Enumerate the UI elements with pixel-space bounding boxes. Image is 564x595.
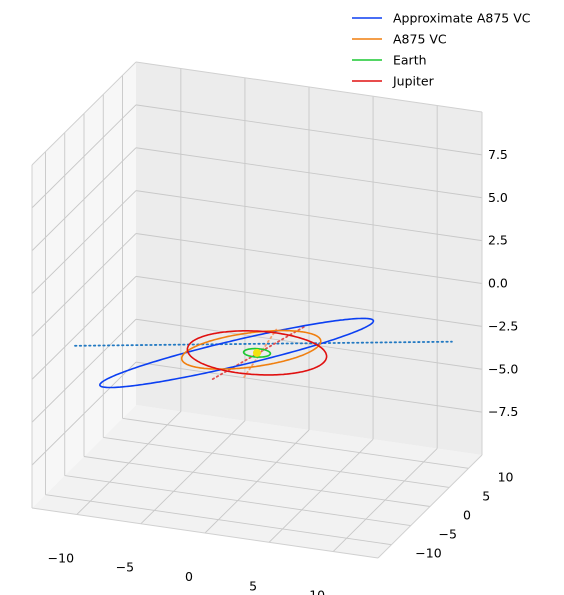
grid-line-y-floor (83, 456, 431, 507)
z-tick-label: −5.0 (488, 361, 518, 376)
grid-line-z-left (31, 361, 137, 466)
z-tick-label: −2.5 (488, 318, 518, 333)
legend-label: Jupiter (392, 74, 435, 89)
legend: Approximate A875 VC A875 VC Earth Jupiter (352, 11, 531, 89)
grid-line-z-back (135, 275, 483, 327)
y-axis-line (377, 454, 483, 559)
z-tick-label: 2.5 (488, 233, 508, 248)
legend-label: Earth (393, 53, 427, 68)
series-a875-vc-line (180, 329, 322, 370)
grid-line-z-back (135, 233, 483, 284)
top-left-edge-line (31, 61, 137, 166)
series-jupiter-line (186, 329, 328, 376)
y-tick-label: 10 (498, 469, 514, 484)
grid-line-z-left (31, 318, 137, 423)
y-tick-label: −10 (415, 546, 441, 561)
y-tick-label: −5 (439, 527, 457, 542)
tick-labels: −10−50510−10−50510−7.5−5.0−2.50.02.55.07… (48, 147, 519, 595)
x-tick-label: 0 (185, 569, 193, 584)
grid-lines (31, 68, 483, 552)
grid-line-z-back (135, 318, 483, 370)
sun-point (253, 348, 261, 357)
z-tick-label: 0.0 (488, 276, 508, 291)
grid-line-y-floor (45, 494, 392, 546)
z-tick-label: −7.5 (488, 404, 518, 419)
grid-line-z-left (31, 104, 137, 209)
grid-line-z-left (31, 233, 137, 337)
x-tick-label: 5 (249, 578, 257, 593)
axes-panes (32, 62, 482, 558)
legend-label: Approximate A875 VC (393, 11, 531, 26)
grid-line-z-left (31, 190, 137, 294)
y-tick-label: 0 (463, 508, 471, 523)
grid-line-z-back (135, 361, 483, 413)
grid-line-z-back (135, 190, 483, 242)
trajectory-dotted-line-4 (74, 340, 453, 347)
grid-line-z-left (31, 276, 137, 380)
x-axis-line (31, 507, 379, 559)
z-tick-label: 5.0 (488, 190, 508, 205)
grid-line-y-floor (103, 436, 450, 488)
top-back-edge-line (135, 61, 483, 113)
legend-label: A875 VC (393, 32, 447, 47)
grid-line-z-left (31, 147, 137, 252)
grid-line-z-back (135, 147, 483, 199)
x-tick-label: 10 (309, 588, 325, 595)
series-earth-line (242, 347, 272, 358)
data-series (74, 317, 453, 389)
x-tick-label: −5 (116, 560, 134, 575)
grid-line-z-back (135, 104, 483, 156)
z-tick-label: 7.5 (488, 147, 508, 162)
x-tick-label: −10 (48, 550, 74, 565)
y-tick-label: 5 (482, 488, 490, 503)
grid-line-y-floor (64, 475, 411, 527)
grid-line-y-floor (122, 417, 469, 469)
series-approximate-a875-vc-line (98, 317, 375, 389)
axis-lines (31, 61, 483, 559)
